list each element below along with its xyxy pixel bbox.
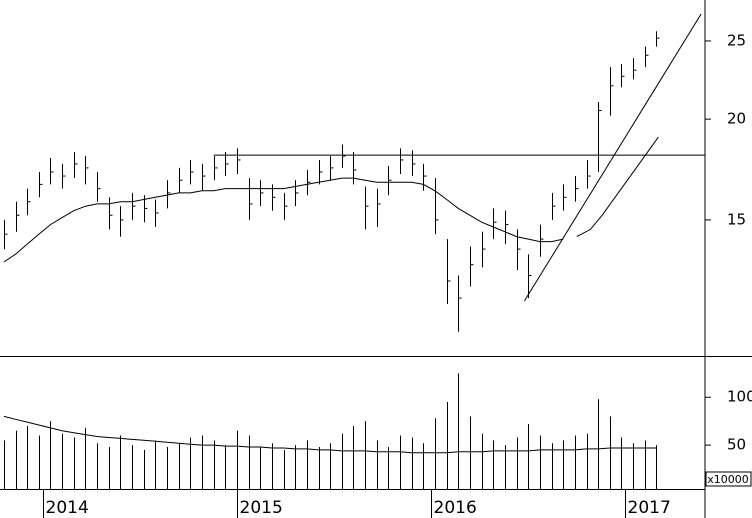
trend-line <box>576 136 659 238</box>
x-tick-label: 2016 <box>434 498 477 518</box>
y-tick-label: 15 <box>727 210 746 228</box>
y-tick-label: 50 <box>727 436 746 454</box>
trend-line <box>523 13 702 302</box>
y-tick-label: 25 <box>727 31 746 49</box>
x-tick-label: 2014 <box>46 498 89 518</box>
volume-average <box>3 415 657 454</box>
x-tick-label: 2015 <box>240 498 283 518</box>
y-tick-label: 100 <box>727 388 752 406</box>
moving-average <box>3 177 564 263</box>
unit-label: x10000 <box>707 473 749 486</box>
unit-box <box>705 471 752 487</box>
y-tick-label: 20 <box>727 110 746 128</box>
x-tick-label: 2017 <box>628 498 671 518</box>
